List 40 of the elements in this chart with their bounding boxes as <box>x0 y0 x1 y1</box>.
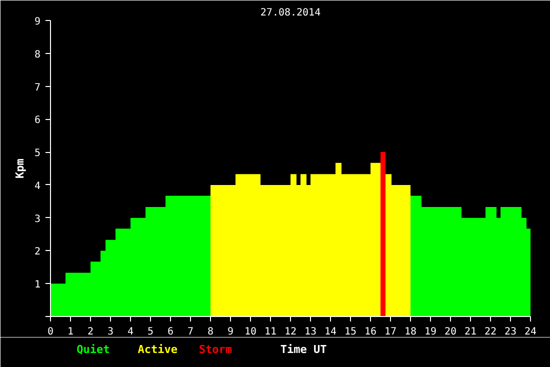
x-tick-label: 22 <box>484 326 497 338</box>
x-tick-label: 19 <box>424 326 437 338</box>
x-tick-label: 7 <box>187 326 194 338</box>
x-tick-label: 18 <box>404 326 417 338</box>
y-tick-label: 6 <box>34 115 41 126</box>
x-tick-label: 16 <box>364 326 377 338</box>
y-tick-label: 9 <box>34 16 41 28</box>
x-tick-label: 4 <box>127 326 134 338</box>
x-tick-label: 20 <box>444 326 457 338</box>
x-tick-label: 6 <box>167 326 174 338</box>
x-axis-title: Time UT <box>280 343 328 356</box>
x-tick-label: 23 <box>504 326 517 338</box>
x-tick-label: 17 <box>384 326 397 338</box>
x-tick-label: 1 <box>67 326 74 338</box>
y-tick-label: 1 <box>34 280 41 291</box>
y-tick-label: 5 <box>34 148 41 160</box>
x-tick-label: 9 <box>227 326 234 338</box>
y-axis-title: Kpm <box>13 158 26 178</box>
x-tick-label: 24 <box>524 326 537 338</box>
x-tick-label: 0 <box>47 326 54 338</box>
x-tick-label: 13 <box>304 326 317 338</box>
x-tick-label: 15 <box>344 326 357 338</box>
y-tick-label: 4 <box>34 180 41 192</box>
y-tick-label: 2 <box>34 246 41 258</box>
x-tick-label: 8 <box>207 326 214 338</box>
x-tick-label: 3 <box>107 326 114 338</box>
y-tick-label: 7 <box>34 82 41 94</box>
x-tick-label: 10 <box>244 326 257 338</box>
text: Quiet <box>76 343 110 356</box>
chart-title: 27.08.2014 <box>260 8 321 18</box>
text: Storm <box>198 343 232 356</box>
x-tick-label: 21 <box>464 326 477 338</box>
x-tick-label: 11 <box>264 326 277 338</box>
y-tick-label: 3 <box>34 214 41 225</box>
x-tick-label: 2 <box>87 326 94 338</box>
y-tick-label: 8 <box>34 49 41 60</box>
x-tick-label: 5 <box>147 326 154 338</box>
x-tick-label: 12 <box>284 326 297 338</box>
text: Active <box>138 343 178 356</box>
x-tick-label: 14 <box>324 326 337 338</box>
